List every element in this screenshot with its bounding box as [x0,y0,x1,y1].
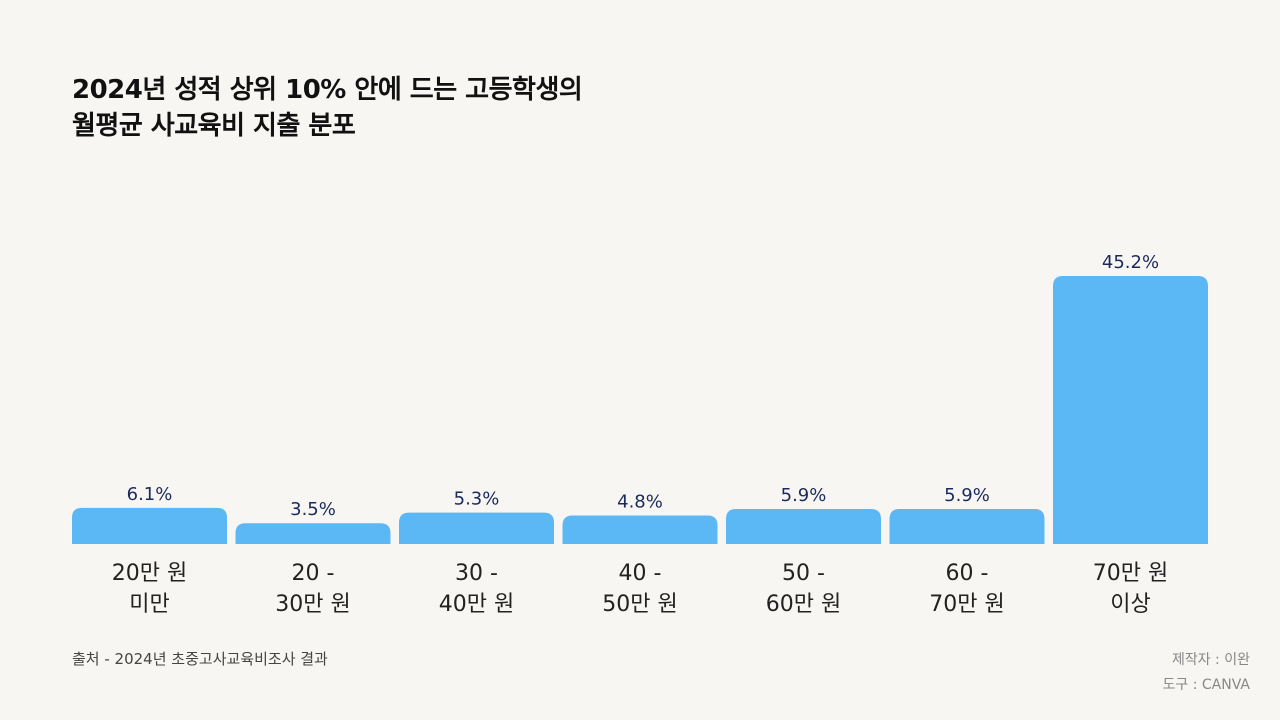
chart-title: 2024년 성적 상위 10% 안에 드는 고등학생의 월평균 사교육비 지출 … [72,72,583,144]
category-label-4-line-1: 40 - [619,561,662,586]
chart-title-line-1: 2024년 성적 상위 10% 안에 드는 고등학생의 [72,75,583,105]
category-label-3-line-1: 30 - [455,561,498,586]
credits: 제작자 : 이완 도구 : CANVA [1163,648,1250,698]
category-label-6-line-2: 70만 원 [929,592,1004,617]
category-label-7-line-2: 이상 [1110,592,1150,617]
value-label-7: 45.2% [1102,252,1159,273]
value-label-6: 5.9% [944,485,990,506]
value-label-1: 6.1% [127,484,173,505]
source-note: 출처 - 2024년 초중고사교육비조사 결과 [72,650,328,668]
category-label-4-line-2: 50만 원 [602,592,677,617]
category-label-2-line-1: 20 - [292,561,335,586]
category-label-5-line-2: 60만 원 [766,592,841,617]
category-label-3-line-2: 40만 원 [439,592,514,617]
value-label-3: 5.3% [454,489,500,510]
category-label-6-line-1: 60 - [946,561,989,586]
bar-2 [235,523,391,544]
category-label-1-line-2: 미만 [129,592,169,617]
bar-7 [1053,276,1208,544]
category-label-5-line-1: 50 - [782,561,825,586]
category-label-7-line-1: 70만 원 [1093,561,1168,586]
bar-5 [726,509,881,544]
tool-credit: 도구 : CANVA [1162,677,1250,693]
value-label-2: 3.5% [290,499,336,520]
chart-title-line-2: 월평균 사교육비 지출 분포 [72,111,356,141]
bar-3 [399,512,554,544]
maker-credit: 제작자 : 이완 [1171,652,1250,668]
bar-1 [72,507,227,544]
category-label-1-line-1: 20만 원 [112,561,187,586]
category-label-2-line-2: 30만 원 [275,592,350,617]
value-label-5: 5.9% [781,485,827,506]
bar-6 [889,509,1045,544]
value-label-4: 4.8% [617,492,663,513]
bar-4 [562,515,718,544]
